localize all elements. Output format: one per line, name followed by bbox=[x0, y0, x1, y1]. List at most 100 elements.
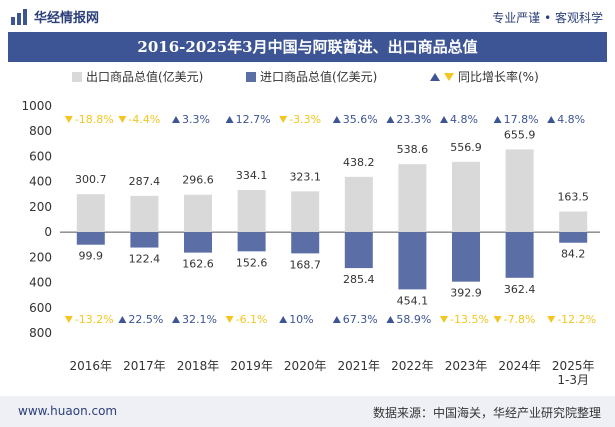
export-bar bbox=[559, 211, 588, 233]
y-tick-label: 400 bbox=[29, 276, 52, 290]
x-tick-label: 2016年 bbox=[70, 359, 113, 373]
export-growth-label: 35.6% bbox=[343, 113, 378, 126]
export-growth-label: -3.3% bbox=[289, 113, 321, 126]
export-bar bbox=[184, 194, 212, 233]
top-bar: 华经情报网 专业严谨 • 客观科学 bbox=[0, 0, 615, 34]
import-growth-label: 32.1% bbox=[182, 313, 217, 326]
y-tick-label: 0 bbox=[44, 225, 52, 239]
chart-title: 2016-2025年3月中国与阿联酋进、出口商品总值 bbox=[137, 38, 478, 56]
import-swatch bbox=[246, 71, 256, 82]
brand[interactable]: 华经情报网 bbox=[10, 7, 99, 26]
export-value-label: 296.6 bbox=[182, 174, 214, 187]
footer-website[interactable]: www.huaon.com bbox=[18, 404, 118, 418]
x-tick-label: 2025年 1-3月 bbox=[552, 359, 595, 387]
y-tick-label: 800 bbox=[29, 124, 52, 138]
down-triangle-icon bbox=[444, 72, 454, 81]
export-growth-label: 3.3% bbox=[182, 113, 210, 126]
export-growth-label: 4.8% bbox=[450, 113, 478, 126]
export-growth-label: 17.8% bbox=[504, 113, 539, 126]
import-growth-up-icon bbox=[332, 316, 341, 323]
import-value-label: 285.4 bbox=[343, 273, 375, 286]
x-tick-label: 2017年 bbox=[123, 359, 166, 373]
import-growth-down-icon bbox=[547, 316, 556, 323]
legend-import: 进口商品总值(亿美元) bbox=[246, 68, 377, 85]
export-bar bbox=[130, 195, 159, 233]
import-bar bbox=[130, 232, 159, 248]
import-value-label: 362.4 bbox=[504, 283, 536, 296]
import-growth-down-icon bbox=[493, 316, 502, 323]
import-growth-label: 10% bbox=[289, 313, 313, 326]
import-bar bbox=[559, 232, 588, 243]
import-growth-up-icon bbox=[118, 316, 127, 323]
import-growth-label: -6.1% bbox=[236, 313, 268, 326]
x-tick-label: 2018年 bbox=[177, 359, 220, 373]
legend-export-label: 出口商品总值(亿美元) bbox=[86, 70, 204, 84]
x-tick-label: 2024年 bbox=[498, 359, 541, 373]
legend: 出口商品总值(亿美元) 进口商品总值(亿美元) 同比增长率(%) bbox=[0, 68, 615, 88]
import-value-label: 122.4 bbox=[129, 253, 161, 266]
export-growth-down-icon bbox=[64, 116, 73, 123]
export-value-label: 323.1 bbox=[289, 170, 321, 183]
export-growth-label: 23.3% bbox=[396, 113, 431, 126]
import-value-label: 152.6 bbox=[236, 256, 268, 269]
x-tick-label: 2022年 bbox=[391, 359, 434, 373]
export-growth-label: 4.8% bbox=[557, 113, 585, 126]
slogan: 专业严谨 • 客观科学 bbox=[492, 11, 603, 25]
import-value-label: 454.1 bbox=[397, 294, 429, 307]
import-growth-label: 22.5% bbox=[128, 313, 163, 326]
import-growth-up-icon bbox=[386, 316, 395, 323]
export-growth-label: 12.7% bbox=[236, 113, 271, 126]
export-swatch bbox=[72, 71, 82, 82]
export-bar bbox=[452, 161, 480, 233]
export-bar bbox=[76, 194, 105, 233]
import-growth-label: 67.3% bbox=[343, 313, 378, 326]
export-value-label: 287.4 bbox=[129, 175, 161, 188]
legend-growth-label: 同比增长率(%) bbox=[458, 70, 539, 84]
import-growth-up-icon bbox=[172, 316, 180, 323]
export-growth-up-icon bbox=[386, 116, 395, 123]
export-value-label: 334.1 bbox=[236, 169, 268, 182]
chart: 1000 800 600 400 200 0 200 400 600 800 300.7 99.9 -1… bbox=[21, 99, 600, 387]
export-value-label: 163.5 bbox=[557, 190, 589, 203]
import-bar bbox=[344, 232, 373, 269]
import-bar bbox=[76, 232, 105, 245]
import-growth-label: -13.2% bbox=[75, 313, 114, 326]
import-growth-label: -12.2% bbox=[557, 313, 596, 326]
export-growth-down-icon bbox=[279, 116, 288, 123]
export-growth-down-icon bbox=[118, 116, 127, 123]
title-bar: 2016-2025年3月中国与阿联酋进、出口商品总值 bbox=[8, 32, 607, 62]
y-tick-label: 800 bbox=[29, 326, 52, 340]
y-tick-label: 600 bbox=[29, 301, 52, 315]
brand-name: 华经情报网 bbox=[34, 11, 100, 26]
import-bar bbox=[291, 232, 320, 254]
legend-growth: 同比增长率(%) bbox=[430, 68, 539, 85]
import-value-label: 84.2 bbox=[561, 248, 586, 261]
import-value-label: 99.9 bbox=[79, 250, 104, 263]
import-value-label: 392.9 bbox=[450, 287, 482, 300]
import-growth-label: 58.9% bbox=[396, 313, 431, 326]
x-tick-label: 2020年 bbox=[284, 359, 327, 373]
up-triangle-icon bbox=[430, 72, 440, 81]
legend-export: 出口商品总值(亿美元) bbox=[72, 68, 203, 85]
export-growth-up-icon bbox=[225, 116, 234, 123]
footer-source: 数据来源：中国海关，华经产业研究院整理 bbox=[372, 406, 601, 420]
y-tick-label: 400 bbox=[29, 175, 52, 189]
import-growth-up-icon bbox=[279, 316, 288, 323]
export-growth-label: -4.4% bbox=[128, 113, 160, 126]
export-bar bbox=[505, 149, 534, 233]
import-bar bbox=[398, 232, 427, 290]
export-growth-up-icon bbox=[440, 116, 448, 123]
legend-import-label: 进口商品总值(亿美元) bbox=[260, 70, 378, 84]
export-growth-up-icon bbox=[172, 116, 180, 123]
import-bar bbox=[452, 232, 480, 282]
import-value-label: 162.6 bbox=[182, 258, 214, 271]
x-tick-label: 2019年 bbox=[230, 359, 273, 373]
export-growth-up-icon bbox=[493, 116, 502, 123]
footer: www.huaon.com 数据来源：中国海关，华经产业研究院整理 bbox=[0, 396, 615, 427]
export-bar bbox=[291, 191, 320, 233]
x-tick-label: 2021年 bbox=[338, 359, 381, 373]
import-growth-label: -13.5% bbox=[450, 313, 489, 326]
export-value-label: 556.9 bbox=[450, 141, 482, 154]
y-tick-label: 600 bbox=[29, 149, 52, 163]
export-value-label: 438.2 bbox=[343, 156, 375, 169]
